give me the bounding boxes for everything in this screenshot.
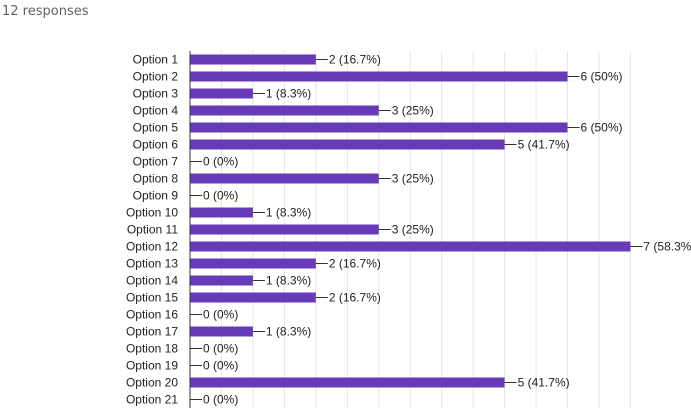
data-label: 0 (0%) [203, 155, 238, 169]
category-label: Option 15 [126, 291, 178, 305]
data-label: 0 (0%) [203, 359, 238, 373]
category-label: Option 7 [133, 155, 179, 169]
data-label: 1 (8.3%) [266, 87, 311, 101]
bar [190, 224, 379, 235]
category-label: Option 6 [133, 138, 179, 152]
category-label: Option 13 [126, 257, 178, 271]
bar [190, 71, 568, 82]
category-label: Option 20 [126, 376, 178, 390]
data-label: 7 (58.3%) [643, 240, 691, 254]
bar [190, 258, 316, 269]
bar [190, 139, 505, 150]
data-label: 2 (16.7%) [329, 53, 381, 67]
category-label: Option 11 [127, 223, 178, 237]
bar [190, 326, 253, 337]
data-label: 2 (16.7%) [329, 291, 381, 305]
bar [190, 292, 316, 303]
data-label: 0 (0%) [203, 393, 238, 407]
data-label: 1 (8.3%) [266, 206, 311, 220]
data-label: 0 (0%) [203, 308, 238, 322]
data-label: 1 (8.3%) [266, 274, 311, 288]
category-label: Option 3 [133, 87, 179, 101]
category-label: Option 14 [126, 274, 178, 288]
category-label: Option 9 [133, 189, 179, 203]
category-label: Option 5 [133, 121, 179, 135]
data-label: 2 (16.7%) [329, 257, 381, 271]
category-label: Option 12 [126, 240, 178, 254]
data-label: 6 (50%) [581, 70, 623, 84]
bar [190, 241, 631, 252]
category-label: Option 10 [126, 206, 178, 220]
bar [190, 275, 253, 286]
data-label: 3 (25%) [392, 104, 434, 118]
bar [190, 207, 253, 218]
bar [190, 173, 379, 184]
category-label: Option 16 [126, 308, 178, 322]
data-label: 3 (25%) [392, 223, 434, 237]
category-label: Option 21 [126, 393, 178, 407]
category-label: Option 18 [126, 342, 178, 356]
bar [190, 105, 379, 116]
data-label: 6 (50%) [581, 121, 623, 135]
data-labels: 2 (16.7%) 6 (50%) 1 (8.3%) 3 (25%) 6 (50%) 5 … [190, 53, 691, 407]
responses-count: 12 responses [2, 4, 89, 19]
data-label: 5 (41.7%) [518, 138, 570, 152]
category-label: Option 2 [133, 70, 179, 84]
category-label: Option 1 [133, 53, 179, 67]
data-label: 5 (41.7%) [518, 376, 570, 390]
category-label: Option 8 [133, 172, 179, 186]
category-label: Option 17 [126, 325, 178, 339]
category-labels: Option 1 Option 2 Option 3 Option 4 Option 5… [126, 53, 178, 407]
category-label: Option 19 [126, 359, 178, 373]
data-label: 1 (8.3%) [266, 325, 311, 339]
bar [190, 88, 253, 99]
bars [190, 54, 631, 388]
data-label: 0 (0%) [203, 342, 238, 356]
data-label: 3 (25%) [392, 172, 434, 186]
data-label: 0 (0%) [203, 189, 238, 203]
bar [190, 377, 505, 388]
category-label: Option 4 [133, 104, 179, 118]
bar [190, 54, 316, 65]
bar [190, 122, 568, 133]
